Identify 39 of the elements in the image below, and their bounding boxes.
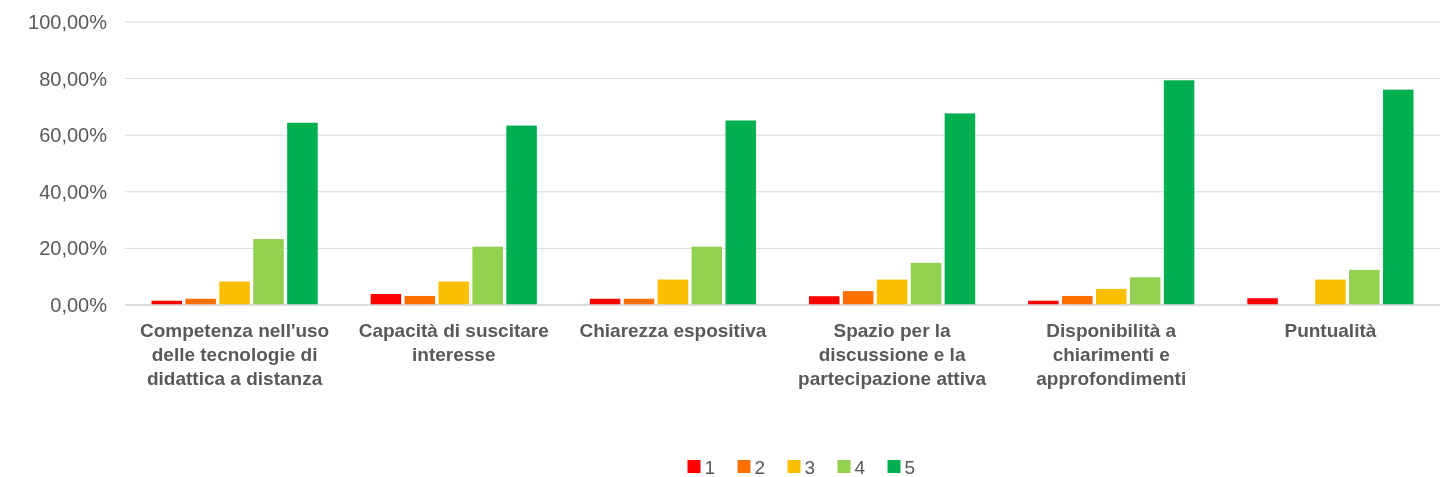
legend-label: 5 [904,456,916,477]
bar [876,279,908,305]
legend-label: 3 [804,456,816,477]
bar [944,113,976,305]
y-tick-label: 60,00% [39,124,108,147]
bar [1315,279,1346,305]
bar [808,296,840,305]
x-tick-label: Competenza nell'uso delle tecnologie di didattica a distanza [139,320,330,389]
y-tick-label: 80,00% [39,67,108,90]
bar [253,239,284,305]
bar [1163,80,1195,305]
bar [1349,269,1380,305]
bar [657,279,689,305]
y-tick-label: 0,00% [50,294,108,316]
x-tick-label: Puntualità [1284,320,1377,341]
y-tick-label: 100,00% [28,11,108,33]
legend-label: 1 [704,456,716,477]
bar [1129,277,1161,305]
bar [1383,89,1414,305]
bar [1247,298,1278,305]
bar [725,120,757,305]
x-tick-label: Disponibilità a chiarimenti e approfondimenti [1036,320,1187,389]
legend-label: 2 [754,456,766,477]
x-tick-label: Capacità di suscitare interesse [358,320,549,365]
bar [506,125,537,305]
bar [910,262,942,305]
y-tick-label: 20,00% [39,237,108,260]
x-tick-label: Chiarezza espositiva [579,320,767,341]
bar [287,122,318,305]
legend-label: 4 [854,456,866,477]
bar [1095,288,1127,305]
bar [219,281,250,305]
bar [842,291,874,305]
x-tick-label: Spazio per la discussione e la partecipazione attiva [798,320,987,389]
bar [438,281,470,305]
bar [1062,295,1093,305]
y-tick-label: 40,00% [39,180,108,203]
bar [691,246,723,305]
bar [472,246,503,305]
